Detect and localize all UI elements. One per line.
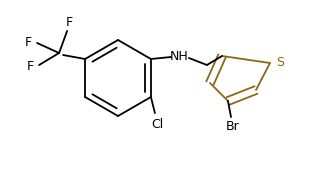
Text: F: F [24, 35, 32, 49]
Text: S: S [276, 56, 284, 68]
Text: NH: NH [169, 50, 188, 64]
Text: F: F [65, 16, 73, 28]
Text: F: F [27, 60, 34, 73]
Text: Br: Br [226, 121, 240, 134]
Text: Cl: Cl [151, 117, 163, 131]
